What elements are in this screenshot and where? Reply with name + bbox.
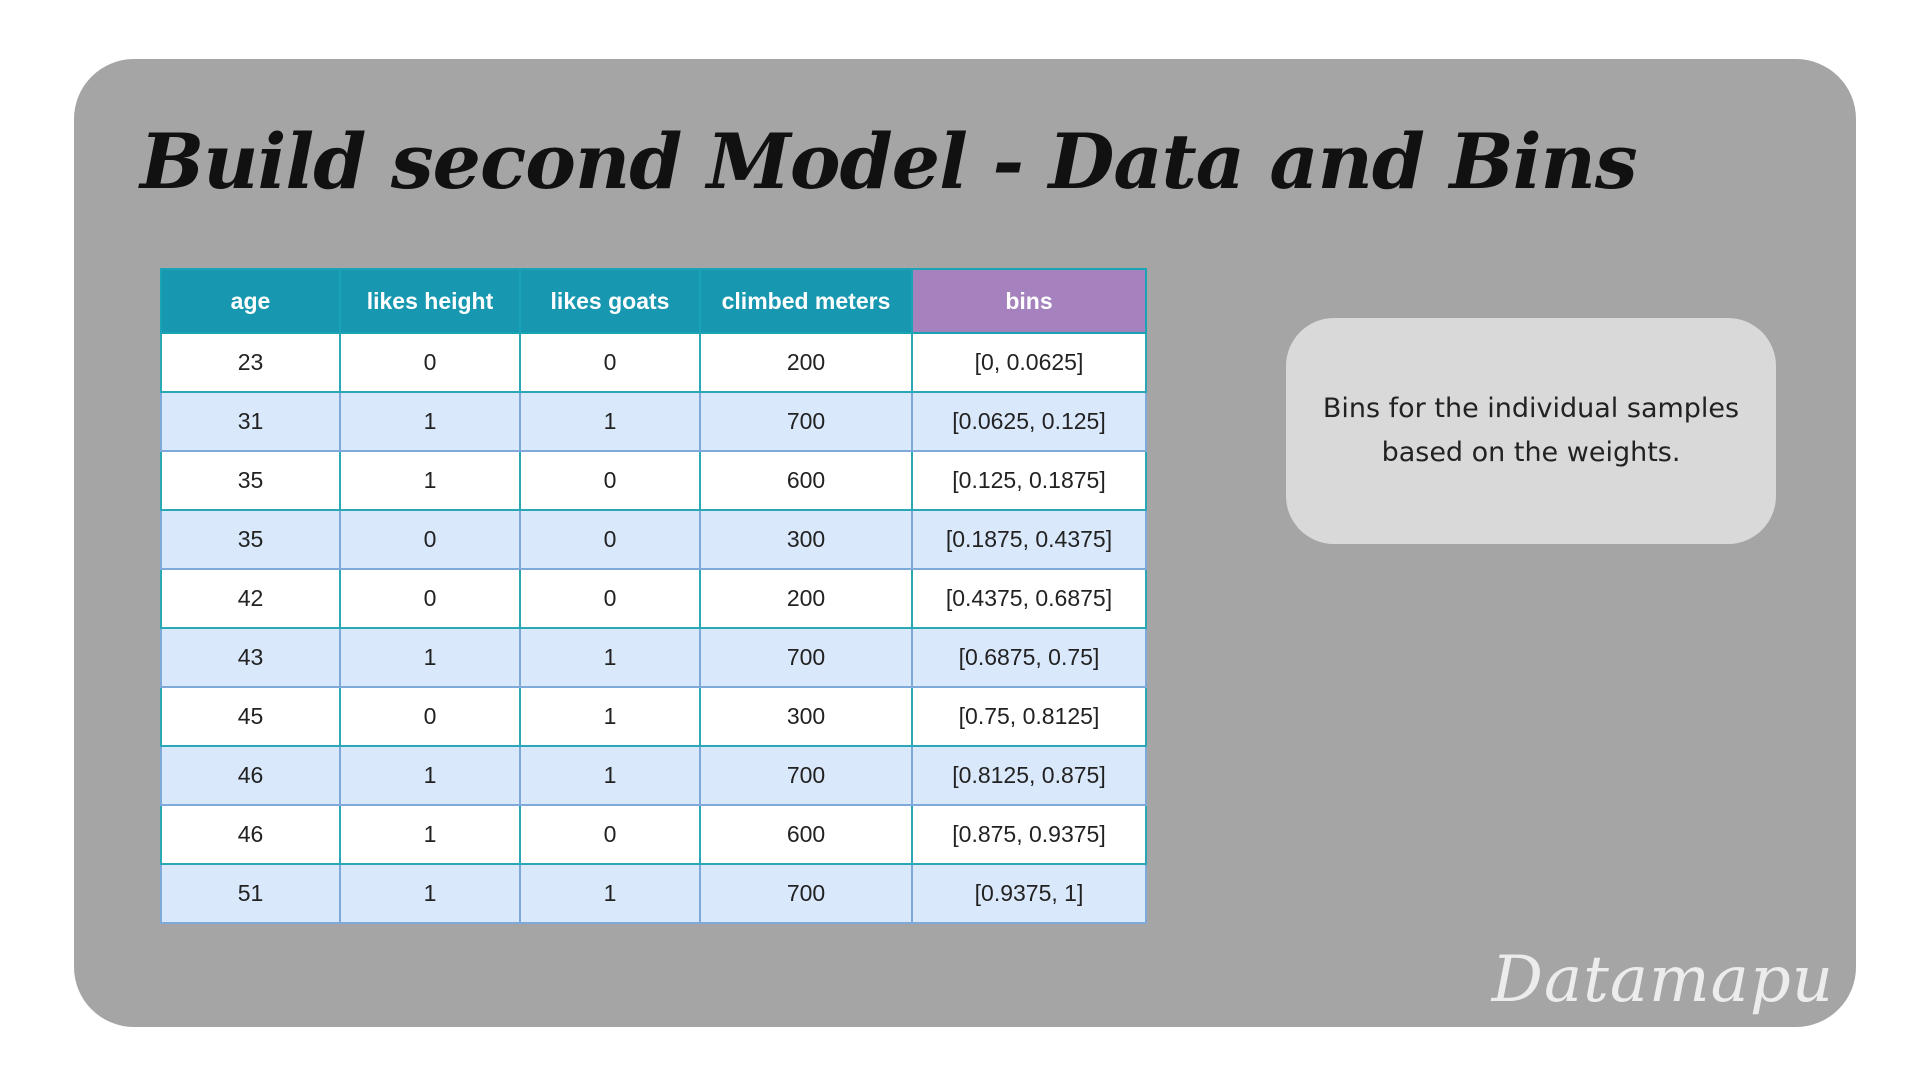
cell-likes-height: 0 [339,686,521,747]
page-title: Build second Model - Data and Bins [140,117,1638,206]
cell-likes-height: 1 [339,391,521,452]
table-body: 23 0 0 200 [0, 0.0625] 31 1 1 700 [0.0625, 0.125]… [160,332,1147,924]
cell-age: 46 [160,745,341,806]
cell-likes-height: 0 [339,509,521,570]
cell-age: 51 [160,863,341,924]
header-climbed-meters: climbed meters [699,268,913,334]
cell-bins: [0.4375, 0.6875] [911,568,1147,629]
cell-likes-goats: 1 [519,627,701,688]
cell-likes-goats: 1 [519,686,701,747]
cell-bins: [0.0625, 0.125] [911,391,1147,452]
cell-likes-goats: 0 [519,804,701,865]
cell-likes-height: 1 [339,745,521,806]
cell-climbed-meters: 300 [699,686,913,747]
header-likes-goats: likes goats [519,268,701,334]
cell-age: 46 [160,804,341,865]
note-text: Bins for the individual samples based on… [1322,393,1740,468]
cell-bins: [0.125, 0.1875] [911,450,1147,511]
watermark-logo: Datamapu [1491,943,1834,1017]
table-row: 45 0 1 300 [0.75, 0.8125] [160,686,1147,747]
cell-age: 31 [160,391,341,452]
table-row: 46 1 1 700 [0.8125, 0.875] [160,745,1147,806]
cell-likes-height: 1 [339,450,521,511]
cell-likes-height: 1 [339,804,521,865]
cell-age: 35 [160,450,341,511]
cell-climbed-meters: 600 [699,804,913,865]
cell-age: 42 [160,568,341,629]
cell-climbed-meters: 600 [699,450,913,511]
cell-likes-goats: 0 [519,332,701,393]
cell-age: 45 [160,686,341,747]
cell-climbed-meters: 200 [699,332,913,393]
cell-age: 43 [160,627,341,688]
cell-bins: [0.6875, 0.75] [911,627,1147,688]
cell-climbed-meters: 700 [699,627,913,688]
cell-climbed-meters: 700 [699,391,913,452]
cell-climbed-meters: 200 [699,568,913,629]
cell-likes-height: 0 [339,568,521,629]
cell-likes-height: 0 [339,332,521,393]
cell-likes-goats: 1 [519,863,701,924]
cell-bins: [0.875, 0.9375] [911,804,1147,865]
header-age: age [160,268,341,334]
table-row: 51 1 1 700 [0.9375, 1] [160,863,1147,924]
table-header-row: age likes height likes goats climbed met… [160,268,1147,334]
cell-likes-goats: 1 [519,391,701,452]
table-row: 43 1 1 700 [0.6875, 0.75] [160,627,1147,688]
cell-climbed-meters: 300 [699,509,913,570]
cell-age: 35 [160,509,341,570]
slide-panel: Build second Model - Data and Bins age l… [74,59,1856,1027]
cell-likes-goats: 0 [519,568,701,629]
cell-climbed-meters: 700 [699,863,913,924]
table-row: 42 0 0 200 [0.4375, 0.6875] [160,568,1147,629]
cell-age: 23 [160,332,341,393]
cell-likes-height: 1 [339,627,521,688]
header-bins: bins [911,268,1147,334]
table-row: 46 1 0 600 [0.875, 0.9375] [160,804,1147,865]
table-row: 35 1 0 600 [0.125, 0.1875] [160,450,1147,511]
header-likes-height: likes height [339,268,521,334]
table-row: 35 0 0 300 [0.1875, 0.4375] [160,509,1147,570]
table-row: 23 0 0 200 [0, 0.0625] [160,332,1147,393]
cell-bins: [0.8125, 0.875] [911,745,1147,806]
cell-climbed-meters: 700 [699,745,913,806]
table-row: 31 1 1 700 [0.0625, 0.125] [160,391,1147,452]
cell-likes-goats: 1 [519,745,701,806]
cell-bins: [0.9375, 1] [911,863,1147,924]
cell-likes-height: 1 [339,863,521,924]
cell-likes-goats: 0 [519,509,701,570]
cell-bins: [0.75, 0.8125] [911,686,1147,747]
data-table: age likes height likes goats climbed met… [160,268,1147,924]
cell-bins: [0, 0.0625] [911,332,1147,393]
cell-likes-goats: 0 [519,450,701,511]
note-box: Bins for the individual samples based on… [1286,318,1776,544]
cell-bins: [0.1875, 0.4375] [911,509,1147,570]
